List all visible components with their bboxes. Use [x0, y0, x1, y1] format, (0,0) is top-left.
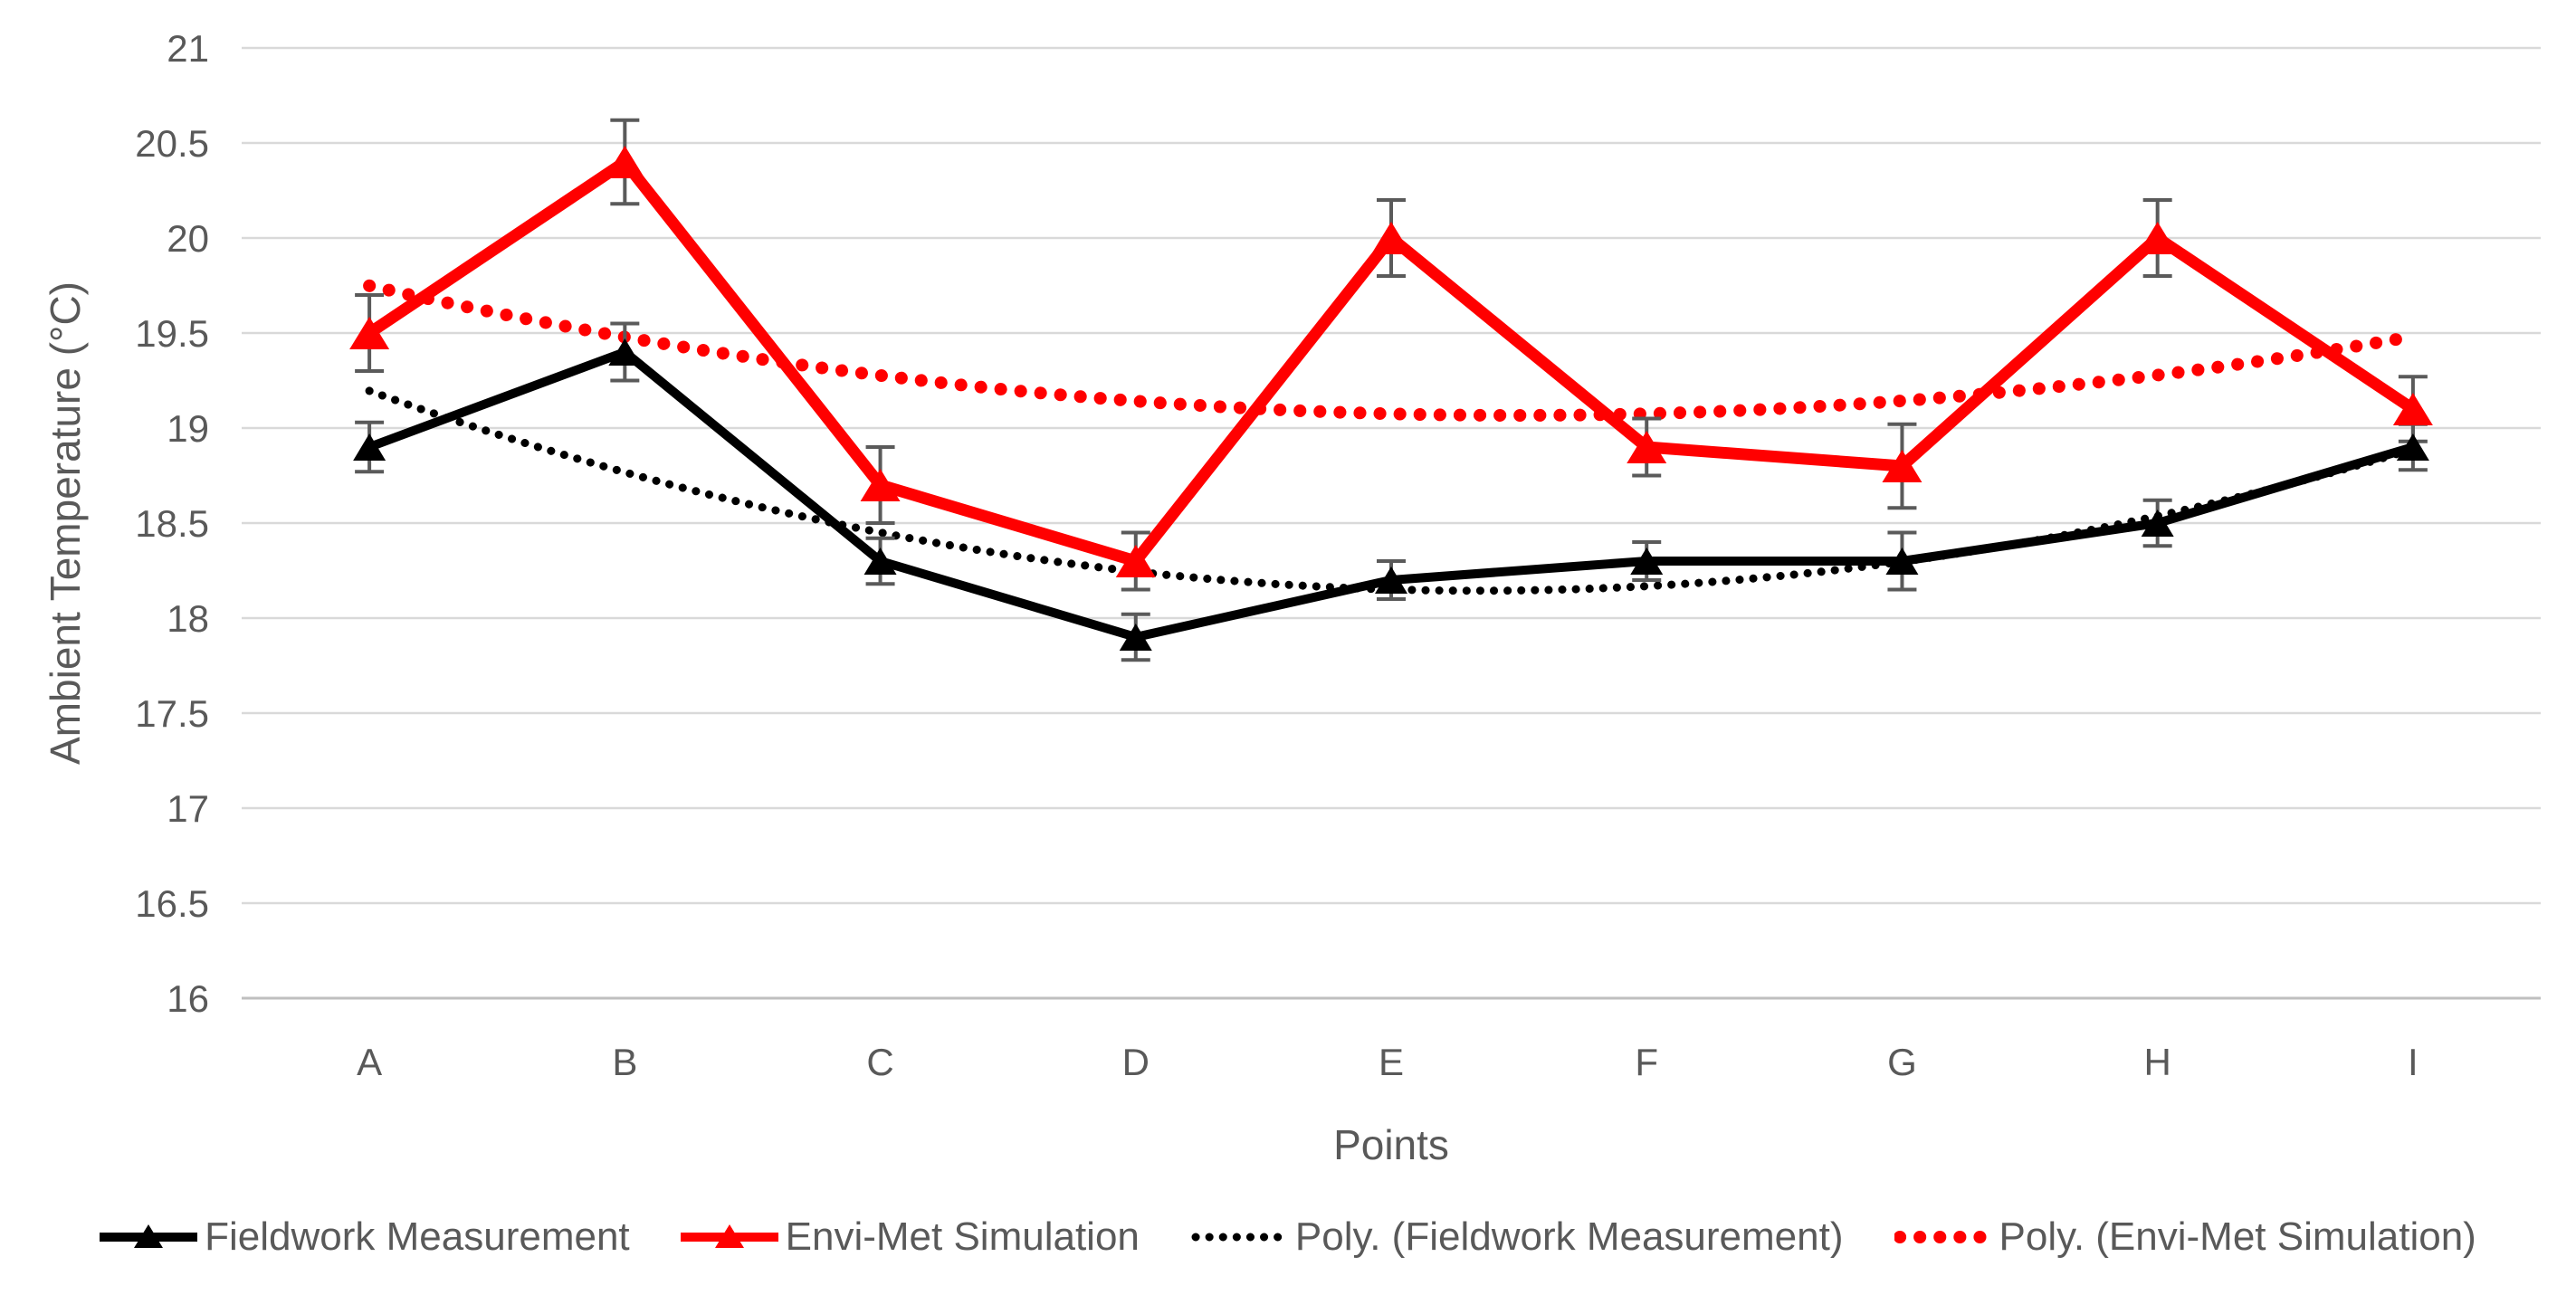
- envimet-line-swatch-icon: [680, 1224, 778, 1248]
- fieldwork-marker-E: [1375, 567, 1407, 594]
- svg-text:17: 17: [167, 787, 209, 830]
- legend-label-poly-envimet: Poly. (Envi-Met Simulation): [1999, 1214, 2476, 1259]
- envimet-series: [349, 146, 2433, 577]
- svg-text:A: A: [357, 1041, 382, 1083]
- svg-text:17.5: 17.5: [135, 692, 209, 735]
- svg-text:D: D: [1122, 1041, 1150, 1083]
- svg-text:E: E: [1379, 1041, 1404, 1083]
- svg-text:21: 21: [167, 27, 209, 70]
- x-category-labels: A B C D E F G H I: [357, 1041, 2419, 1083]
- fieldwork-marker-B: [608, 338, 642, 366]
- fieldwork-marker-D: [1119, 624, 1152, 651]
- legend-label-poly-fieldwork: Poly. (Fieldwork Measurement): [1294, 1214, 1844, 1259]
- svg-text:16: 16: [167, 977, 209, 1020]
- envimet-marker-C: [860, 469, 901, 501]
- legend-item-envimet: Envi-Met Simulation: [680, 1214, 1140, 1260]
- envimet-marker-G: [1882, 450, 1922, 482]
- fieldwork-marker-F: [1630, 548, 1664, 575]
- envimet-marker-D: [1115, 545, 1156, 577]
- svg-text:18: 18: [167, 597, 209, 640]
- y-tick-labels: 16 16.5 17 17.5 18 18.5 19 19.5 20 20.5 21: [135, 27, 209, 1020]
- svg-text:20: 20: [167, 217, 209, 260]
- legend-item-poly-fieldwork: Poly. (Fieldwork Measurement): [1190, 1214, 1844, 1260]
- legend-item-poly-envimet: Poly. (Envi-Met Simulation): [1894, 1214, 2476, 1260]
- svg-text:16.5: 16.5: [135, 882, 209, 925]
- y-axis-title: Ambient Temperature (°C): [42, 281, 89, 765]
- svg-text:18.5: 18.5: [135, 502, 209, 545]
- fieldwork-line-swatch-icon: [100, 1224, 198, 1248]
- trendline-fieldwork: [365, 386, 2418, 595]
- svg-text:19: 19: [167, 407, 209, 450]
- poly-envimet-dotted-swatch-icon: [1894, 1231, 1992, 1243]
- svg-text:H: H: [2143, 1041, 2171, 1083]
- chart-legend: Fieldwork Measurement Envi-Met Simulatio…: [0, 1214, 2576, 1260]
- fieldwork-marker-H: [2141, 509, 2174, 537]
- envimet-marker-F: [1627, 431, 1667, 463]
- envimet-marker-A: [349, 317, 390, 349]
- envimet-marker-B: [605, 146, 645, 178]
- legend-label-envimet: Envi-Met Simulation: [785, 1214, 1140, 1259]
- svg-text:20.5: 20.5: [135, 122, 209, 165]
- svg-text:B: B: [612, 1041, 637, 1083]
- legend-label-fieldwork: Fieldwork Measurement: [205, 1214, 630, 1259]
- fieldwork-marker-A: [353, 433, 386, 461]
- svg-text:I: I: [2408, 1041, 2419, 1083]
- svg-text:G: G: [1887, 1041, 1917, 1083]
- fieldwork-series: [353, 338, 2429, 651]
- envimet-marker-E: [1371, 222, 1411, 254]
- legend-item-fieldwork: Fieldwork Measurement: [100, 1214, 630, 1260]
- svg-text:19.5: 19.5: [135, 312, 209, 355]
- fieldwork-marker-G: [1885, 548, 1919, 575]
- svg-text:C: C: [866, 1041, 893, 1083]
- fieldwork-marker-C: [863, 548, 897, 575]
- envimet-marker-H: [2137, 222, 2178, 254]
- svg-text:F: F: [1635, 1041, 1658, 1083]
- x-axis-title: Points: [1333, 1121, 1449, 1168]
- poly-fieldwork-dotted-swatch-icon: [1191, 1233, 1287, 1242]
- fieldwork-marker-I: [2396, 433, 2429, 461]
- envimet-marker-I: [2392, 393, 2433, 425]
